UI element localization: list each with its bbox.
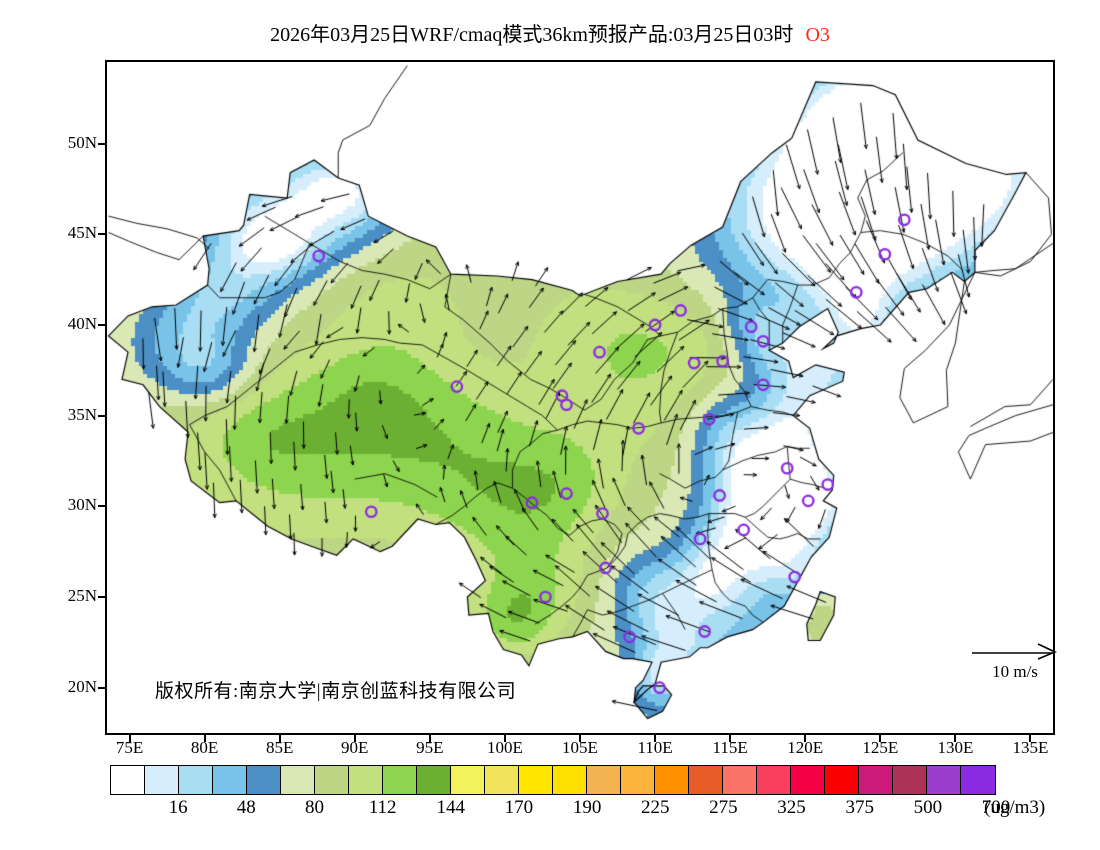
colorbar-segment[interactable] bbox=[655, 766, 689, 794]
x-axis-tick-label: 90E bbox=[341, 738, 369, 757]
x-axis-tick-label: 115E bbox=[712, 738, 748, 757]
colorbar-segment[interactable] bbox=[383, 766, 417, 794]
y-axis-tick-mark bbox=[98, 233, 105, 236]
colorbar-swatches[interactable] bbox=[110, 765, 996, 795]
y-axis-tick-mark bbox=[98, 505, 105, 508]
y-axis-tick-label: 45N bbox=[67, 223, 97, 243]
colorbar-segment[interactable] bbox=[961, 766, 995, 794]
x-axis-tick-label: 80E bbox=[190, 738, 219, 757]
y-axis-tick-label: 50N bbox=[67, 132, 97, 152]
x-axis-tick-label: 135E bbox=[1012, 738, 1049, 757]
x-axis-tick-mark bbox=[954, 735, 957, 742]
page-title: 2026年03月25日WRF/cmaq模式36km预报产品:03月25日03时 O… bbox=[0, 18, 1100, 47]
colorbar-segment[interactable] bbox=[553, 766, 587, 794]
colorbar-legend[interactable]: 16 48 80 112 144 170 190 225 275 325 375 500 700 (ug… bbox=[110, 765, 1045, 818]
x-axis-tick-label: 95E bbox=[416, 738, 444, 757]
colorbar-tick-label: 190 bbox=[572, 797, 602, 818]
colorbar-segment[interactable] bbox=[757, 766, 791, 794]
colorbar-segment[interactable] bbox=[893, 766, 927, 794]
colorbar-segment[interactable] bbox=[587, 766, 621, 794]
colorbar-segment[interactable] bbox=[179, 766, 213, 794]
colorbar-tick-label: 80 bbox=[304, 797, 324, 818]
colorbar-tick-label: 325 bbox=[777, 797, 806, 818]
colorbar-segment[interactable] bbox=[111, 766, 145, 794]
x-axis-tick-label: 75E bbox=[115, 738, 144, 757]
x-axis-tick-mark bbox=[579, 735, 581, 742]
ozone-concentration-map[interactable] bbox=[107, 62, 1053, 733]
y-axis-tick-label: 20N bbox=[67, 676, 97, 696]
title-text: 2026年03月25日WRF/cmaq模式36km预报产品:03月25日03时 bbox=[270, 24, 794, 46]
x-axis-tick-mark bbox=[203, 735, 206, 742]
colorbar-unit-label: (ug/m3) bbox=[984, 797, 1046, 818]
wind-scale-label: 10 m/s bbox=[992, 662, 1038, 681]
colorbar-tick-label: 275 bbox=[709, 797, 738, 818]
y-axis-tick-label: 35N bbox=[67, 404, 97, 424]
colorbar-segment[interactable] bbox=[451, 766, 485, 794]
x-axis-tick-label: 130E bbox=[937, 738, 974, 757]
copyright-notice: 版权所有:南京大学|南京创蓝科技有限公司 bbox=[155, 681, 517, 702]
x-axis-tick-mark bbox=[278, 735, 281, 742]
colorbar-segment[interactable] bbox=[417, 766, 451, 794]
map-plot-area[interactable] bbox=[105, 60, 1055, 735]
x-axis-tick-mark bbox=[503, 735, 506, 742]
x-axis-tick-mark bbox=[1029, 735, 1032, 742]
colorbar-segment[interactable] bbox=[859, 766, 893, 794]
y-axis-tick-label: 25N bbox=[67, 585, 97, 605]
colorbar-tick-label: 170 bbox=[504, 797, 534, 818]
colorbar-segment[interactable] bbox=[519, 766, 553, 794]
wind-arrow-icon bbox=[972, 643, 1057, 660]
colorbar-tick-label: 225 bbox=[640, 797, 670, 818]
colorbar-segment[interactable] bbox=[791, 766, 825, 794]
x-axis-tick-label: 100E bbox=[486, 738, 523, 757]
colorbar-tick-label: 16 bbox=[168, 797, 188, 818]
colorbar-tick-label: 48 bbox=[236, 797, 256, 818]
y-axis-tick-mark bbox=[98, 595, 105, 598]
x-axis-tick-label: 120E bbox=[787, 738, 824, 757]
x-axis-tick-mark bbox=[353, 735, 356, 742]
colorbar-segment[interactable] bbox=[315, 766, 349, 794]
x-axis-tick-mark bbox=[128, 735, 131, 742]
colorbar-tick-label: 500 bbox=[913, 797, 943, 818]
colorbar-segment[interactable] bbox=[825, 766, 859, 794]
colorbar-segment[interactable] bbox=[145, 766, 179, 794]
x-axis-tick-label: 85E bbox=[265, 738, 294, 757]
x-axis-tick-label: 105E bbox=[562, 738, 598, 757]
wind-scale-legend: 10 m/s bbox=[960, 640, 1070, 688]
y-axis-tick-mark bbox=[98, 323, 105, 326]
colorbar-segment[interactable] bbox=[927, 766, 961, 794]
colorbar-tick-label: 700 bbox=[981, 797, 1011, 818]
y-axis-tick-mark bbox=[98, 686, 105, 689]
colorbar-segment[interactable] bbox=[485, 766, 519, 794]
x-axis-tick-mark bbox=[428, 735, 431, 742]
species-label: O3 bbox=[805, 24, 830, 46]
colorbar-segment[interactable] bbox=[689, 766, 723, 794]
colorbar-segment[interactable] bbox=[247, 766, 281, 794]
colorbar-tick-label: 144 bbox=[436, 797, 466, 818]
y-axis-tick-label: 30N bbox=[67, 495, 97, 515]
y-axis-tick-mark bbox=[98, 414, 105, 417]
y-axis-tick-mark bbox=[98, 142, 105, 145]
x-axis-tick-mark bbox=[804, 735, 807, 742]
colorbar-segment[interactable] bbox=[349, 766, 383, 794]
colorbar-tick-label: 112 bbox=[368, 797, 397, 818]
colorbar-segment[interactable] bbox=[213, 766, 247, 794]
colorbar-segment[interactable] bbox=[281, 766, 315, 794]
colorbar-segment[interactable] bbox=[621, 766, 655, 794]
x-axis-tick-label: 110E bbox=[637, 738, 673, 757]
colorbar-tick-label: 375 bbox=[845, 797, 874, 818]
x-axis-tick-mark bbox=[879, 735, 882, 742]
x-axis-tick-label: 125E bbox=[862, 738, 899, 757]
colorbar-segment[interactable] bbox=[723, 766, 757, 794]
x-axis-tick-mark bbox=[729, 735, 732, 742]
y-axis-tick-label: 40N bbox=[67, 313, 97, 333]
x-axis-tick-mark bbox=[654, 735, 657, 742]
